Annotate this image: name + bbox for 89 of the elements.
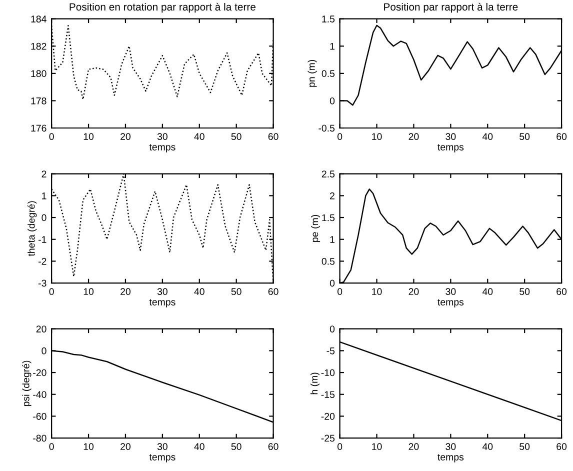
y-tick-label: -60: [33, 412, 46, 420]
x-tick-label: 30: [157, 133, 168, 140]
y-axis-title: pe (m): [310, 214, 320, 242]
y-tick-label: 178: [31, 97, 46, 104]
chart-title: Position en rotation par rapport à la terre: [70, 2, 256, 13]
y-tick-label: 184: [31, 16, 46, 22]
y-tick-label: 1: [330, 236, 334, 243]
y-tick-label: -0.5: [318, 124, 335, 132]
x-tick-label: 40: [482, 288, 493, 296]
y-tick-label: 0: [330, 326, 335, 332]
y-tick-label: 0: [330, 97, 335, 104]
x-tick-label: 50: [231, 133, 242, 140]
x-tick-label: 40: [482, 133, 493, 140]
y-tick-label: 0: [330, 280, 335, 287]
y-tick-label: -2: [38, 258, 46, 265]
y-tick-label: -20: [321, 412, 335, 420]
x-tick-label: 0: [337, 443, 342, 450]
x-axis-title: temps: [149, 144, 176, 152]
x-tick-label: 0: [337, 133, 342, 140]
y-axis-title: theta (degré): [28, 201, 37, 256]
y-tick-label: 1: [330, 42, 334, 50]
x-tick-label: 0: [49, 288, 54, 296]
y-tick-label: 1.5: [322, 16, 335, 22]
x-tick-label: 20: [408, 133, 419, 140]
y-tick-label: -15: [321, 391, 335, 398]
x-tick-label: 50: [520, 133, 530, 140]
y-tick-label: 1.5: [322, 214, 335, 222]
y-tick-label: -80: [33, 434, 46, 442]
y-tick-label: 176: [31, 124, 46, 132]
x-tick-label: 30: [157, 288, 168, 296]
x-tick-label: 20: [408, 443, 419, 450]
x-tick-label: 40: [194, 443, 204, 450]
x-axis-title: temps: [438, 454, 464, 462]
y-tick-label: -20: [33, 369, 46, 376]
y-tick-label: 180: [31, 70, 46, 78]
x-tick-label: 30: [446, 288, 456, 296]
x-tick-label: 40: [194, 133, 204, 140]
y-tick-label: 2: [330, 192, 334, 200]
y-tick-label: 182: [31, 42, 46, 50]
x-tick-label: 50: [520, 443, 530, 450]
x-tick-label: 50: [231, 443, 242, 450]
x-tick-label: 50: [231, 288, 242, 296]
x-tick-label: 40: [194, 288, 204, 296]
y-tick-label: 2: [42, 170, 46, 178]
x-axis-title: temps: [149, 454, 176, 462]
y-tick-label: -10: [321, 369, 335, 376]
y-tick-label: -1: [38, 236, 46, 243]
x-tick-label: 30: [157, 443, 168, 450]
y-tick-label: 0.5: [322, 70, 335, 78]
x-tick-label: 60: [268, 133, 278, 140]
x-tick-label: 60: [268, 443, 278, 450]
y-axis-title: psi (degré): [22, 360, 32, 406]
y-tick-label: 0: [42, 347, 46, 354]
y-tick-label: 1: [42, 192, 46, 200]
y-tick-label: -5: [326, 348, 335, 354]
x-tick-label: 60: [556, 133, 567, 140]
x-tick-label: 50: [520, 288, 530, 296]
x-tick-label: 10: [84, 133, 94, 140]
x-tick-label: 10: [372, 288, 382, 296]
x-tick-label: 0: [337, 288, 342, 296]
x-tick-label: 60: [268, 288, 278, 296]
x-axis-title: temps: [149, 299, 176, 308]
x-tick-label: 40: [482, 443, 493, 450]
x-tick-label: 10: [372, 443, 382, 450]
y-tick-label: 2.5: [322, 170, 335, 178]
x-axis-title: temps: [438, 144, 464, 152]
x-tick-label: 10: [372, 133, 382, 140]
x-tick-label: 20: [120, 133, 131, 140]
y-axis-title: h (m): [310, 372, 320, 394]
y-tick-label: 20: [36, 326, 46, 332]
y-tick-label: -40: [33, 391, 46, 398]
x-axis-title: temps: [438, 299, 464, 308]
x-tick-label: 30: [446, 443, 456, 450]
chart-title: Position par rapport à la terre: [384, 2, 518, 13]
x-tick-label: 60: [556, 443, 567, 450]
x-tick-label: 0: [49, 133, 54, 140]
x-tick-label: 0: [49, 443, 54, 450]
y-tick-label: 0: [42, 214, 46, 222]
y-tick-label: 0.5: [322, 258, 335, 265]
y-tick-label: -25: [321, 434, 335, 442]
x-tick-label: 30: [446, 133, 456, 140]
x-tick-label: 10: [84, 288, 94, 296]
x-tick-label: 20: [120, 443, 131, 450]
y-tick-label: -3: [38, 280, 46, 287]
x-tick-label: 20: [120, 288, 131, 296]
x-tick-label: 20: [408, 288, 419, 296]
x-tick-label: 10: [84, 443, 94, 450]
y-axis-title: pn (m): [308, 60, 317, 87]
x-tick-label: 60: [556, 288, 567, 296]
